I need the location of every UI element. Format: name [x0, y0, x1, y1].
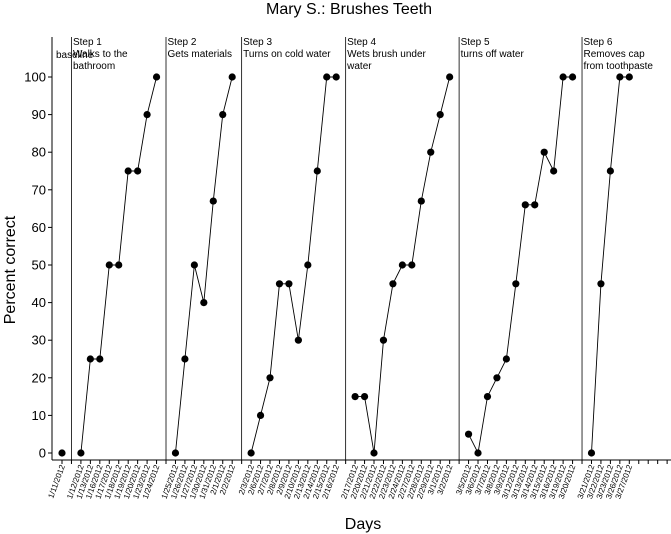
y-tick-label: 100	[24, 70, 46, 85]
data-point	[597, 280, 605, 288]
data-point	[512, 280, 520, 288]
data-point	[531, 201, 539, 209]
data-point	[521, 201, 529, 209]
data-point	[275, 280, 284, 288]
phase-label: Step 5 turns off water	[461, 37, 525, 60]
x-axis-label: Days	[345, 516, 381, 533]
series-line	[591, 76, 630, 454]
data-point	[550, 167, 558, 175]
chart-title: Mary S.: Brushes Teeth	[266, 1, 432, 18]
phase-label: Step 4 Wets brush under water	[346, 37, 426, 72]
data-point	[105, 261, 113, 269]
series-line	[175, 76, 233, 454]
phase-label: Step 3 Turns on cold water	[243, 37, 331, 60]
data-point	[360, 393, 369, 401]
data-point	[294, 336, 302, 344]
y-tick-label: 50	[32, 258, 46, 273]
data-point	[152, 73, 161, 81]
data-point	[266, 374, 274, 382]
data-point	[96, 355, 104, 363]
data-point	[143, 111, 151, 119]
phase-label: Step 2 Gets materials	[168, 37, 232, 60]
data-point	[86, 355, 94, 363]
series-line	[468, 76, 573, 455]
data-point	[389, 280, 397, 288]
data-point	[228, 73, 236, 81]
data-point	[285, 280, 293, 288]
y-tick-label: 60	[32, 220, 46, 235]
data-point	[115, 261, 123, 269]
data-point	[171, 449, 180, 457]
data-point	[587, 449, 596, 457]
data-point	[58, 449, 66, 457]
data-point	[323, 73, 331, 81]
y-tick-label: 30	[32, 333, 46, 348]
data-point	[370, 449, 378, 457]
data-point	[446, 73, 454, 81]
y-tick-label: 40	[32, 295, 46, 310]
series-line	[250, 76, 337, 454]
plot-area: 01020304050607080901001/11/20121/12/2012…	[24, 37, 671, 500]
data-point	[483, 393, 492, 401]
data-point	[427, 148, 435, 156]
y-tick-label: 20	[32, 370, 46, 385]
data-point	[625, 73, 633, 81]
data-point	[436, 111, 444, 119]
data-point	[351, 393, 359, 401]
y-tick-label: 10	[32, 408, 46, 423]
data-point	[540, 148, 548, 156]
data-point	[502, 355, 510, 363]
data-point	[313, 167, 321, 175]
data-point	[200, 299, 208, 307]
data-point	[209, 197, 217, 205]
y-tick-label: 80	[32, 145, 46, 160]
y-tick-label: 90	[32, 107, 46, 122]
data-point	[332, 73, 340, 81]
data-point	[247, 449, 255, 457]
data-point	[417, 197, 425, 205]
data-point	[616, 73, 624, 81]
phase-label: Step 1 Walks to the bathroom	[73, 37, 128, 72]
data-point	[559, 73, 567, 81]
data-point	[304, 261, 312, 269]
data-point	[124, 167, 132, 175]
data-point	[190, 261, 198, 269]
data-point	[219, 111, 227, 119]
data-point	[134, 167, 142, 175]
data-point	[464, 430, 473, 438]
data-point	[256, 411, 265, 419]
phase-label: baseline	[56, 50, 94, 61]
data-point	[493, 374, 501, 382]
data-point	[408, 261, 416, 269]
data-point	[606, 167, 614, 175]
data-point	[568, 73, 577, 81]
data-point	[398, 261, 406, 269]
phase-label: Step 6 Removes cap from toothpaste	[584, 37, 654, 72]
x-tick-label: 1/11/2012	[46, 463, 67, 499]
data-point	[379, 336, 388, 344]
y-tick-label: 0	[39, 446, 46, 461]
data-point	[77, 449, 85, 457]
data-point	[181, 355, 189, 363]
data-point	[474, 449, 482, 457]
y-tick-label: 70	[32, 182, 46, 197]
y-axis-label: Percent correct	[2, 215, 19, 324]
